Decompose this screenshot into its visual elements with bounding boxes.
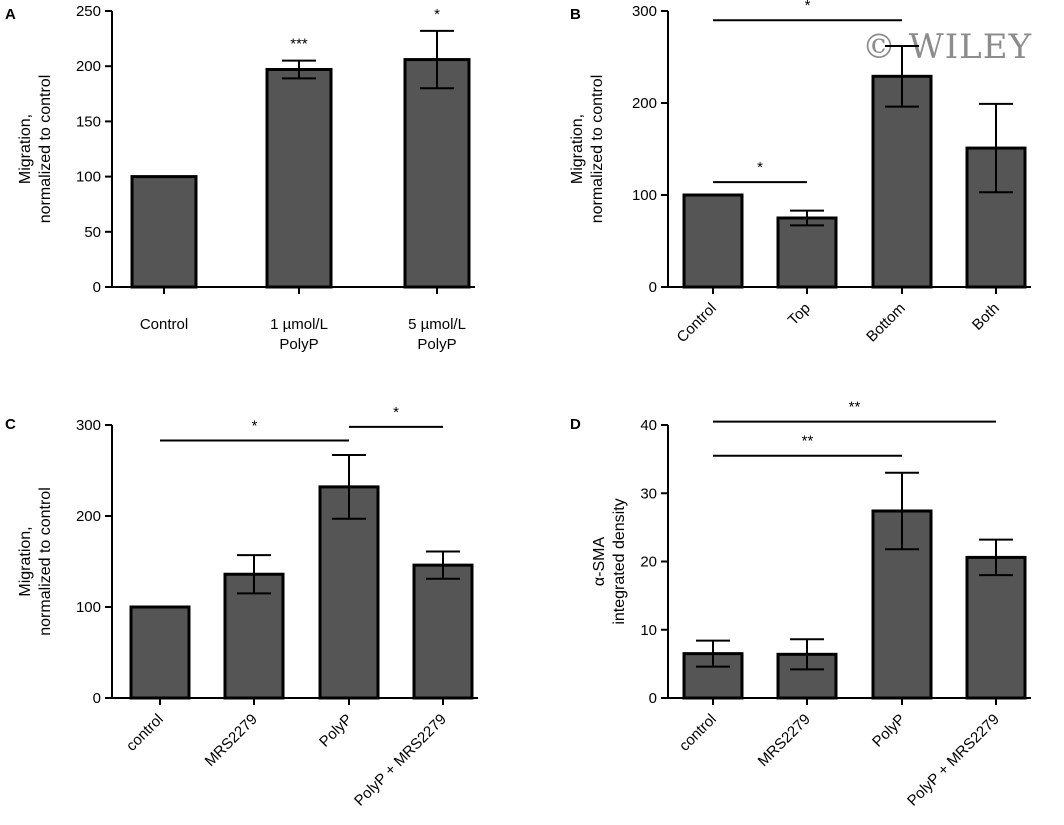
bar (223, 572, 285, 700)
y-tick-label: 200 (76, 508, 101, 525)
y-axis-label: Migration, (17, 526, 34, 596)
y-axis-label: normalized to control (589, 75, 606, 224)
x-tick-label: Both (969, 300, 1003, 334)
y-tick-label: 150 (76, 113, 101, 130)
significance-marker: * (434, 6, 440, 23)
y-tick-label: 300 (632, 3, 657, 20)
y-axis-label: integrated density (611, 498, 628, 624)
x-tick-label: Control (674, 300, 720, 346)
bar (130, 175, 198, 289)
significance-marker: * (393, 404, 399, 421)
y-axis-label: normalized to control (37, 75, 54, 224)
x-tick-label: PolyP (869, 711, 909, 751)
x-tick-label: PolyP + MRS2279 (904, 711, 1003, 810)
y-tick-label: 0 (93, 690, 101, 707)
y-tick-label: 200 (76, 58, 101, 75)
y-axis-label: Migration, (569, 114, 586, 184)
y-tick-label: 100 (632, 187, 657, 204)
x-tick-label: 1 µmol/L (270, 316, 328, 333)
x-tick-label: PolyP + MRS2279 (351, 711, 450, 810)
y-tick-label: 10 (640, 622, 657, 639)
significance-marker: ** (849, 399, 861, 416)
significance-marker: ** (802, 433, 814, 450)
x-tick-label: PolyP (279, 336, 318, 353)
y-tick-label: 0 (649, 279, 657, 296)
y-tick-label: 40 (640, 417, 657, 434)
bar (965, 555, 1027, 700)
x-tick-label: MRS2279 (755, 711, 814, 770)
y-tick-label: 50 (84, 224, 101, 241)
y-axis-label: α-SMA (591, 537, 608, 587)
significance-marker: * (757, 159, 763, 176)
panel-letter: D (570, 416, 581, 433)
x-tick-label: MRS2279 (202, 711, 261, 770)
y-tick-label: 250 (76, 3, 101, 20)
x-tick-label: PolyP (417, 336, 456, 353)
y-tick-label: 300 (76, 417, 101, 434)
panel-letter: C (5, 416, 16, 433)
y-tick-label: 20 (640, 554, 657, 571)
x-tick-label: Control (140, 316, 188, 333)
x-tick-label: control (676, 711, 720, 755)
x-tick-label: Top (785, 300, 814, 329)
y-axis-label: Migration, (17, 114, 34, 184)
y-tick-label: 100 (76, 169, 101, 186)
bar (265, 68, 333, 289)
significance-marker: * (252, 417, 258, 434)
bar (776, 216, 838, 289)
bar (129, 605, 191, 700)
y-tick-label: 100 (76, 599, 101, 616)
panel-a: A Control 1 µmol/L PolyP 5 µmol/L PolyP 0 50 100… (5, 3, 475, 353)
x-tick-label: Bottom (863, 300, 909, 346)
y-tick-label: 200 (632, 95, 657, 112)
y-axis-label: normalized to control (37, 487, 54, 636)
watermark-text: © WILEY (862, 27, 1032, 67)
x-tick-label: control (123, 711, 167, 755)
bar (682, 193, 744, 289)
panel-letter: B (570, 6, 581, 23)
y-tick-label: 0 (93, 279, 101, 296)
bar (412, 563, 474, 700)
y-tick-label: 0 (649, 690, 657, 707)
x-tick-label: PolyP (316, 711, 356, 751)
panel-letter: A (5, 6, 16, 23)
y-tick-label: 30 (640, 485, 657, 502)
bar (871, 74, 933, 289)
x-tick-label: 5 µmol/L (408, 316, 466, 333)
significance-marker: * (805, 0, 811, 14)
bar (403, 58, 471, 289)
significance-marker: *** (290, 36, 308, 53)
